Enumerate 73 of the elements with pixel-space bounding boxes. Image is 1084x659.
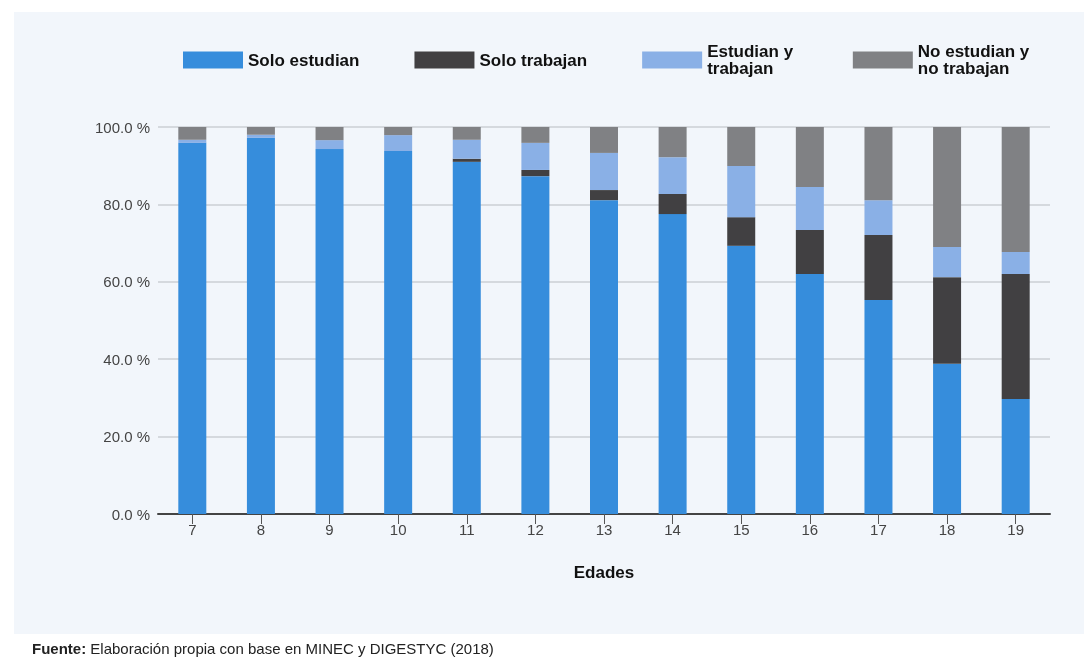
x-tick-label: 19 (1007, 521, 1025, 538)
y-tick-label: 60.0 % (103, 273, 150, 291)
x-tick-label: 11 (458, 521, 475, 538)
bar (933, 127, 962, 247)
x-tick-label: 13 (595, 521, 613, 538)
bar (452, 127, 481, 140)
bar (315, 149, 344, 514)
legend-label: Estudian y trabajan (707, 42, 798, 78)
x-tick-label: 9 (325, 521, 334, 538)
bar (384, 135, 413, 151)
bar (658, 127, 687, 158)
bar (246, 137, 275, 514)
bar (590, 200, 618, 514)
bar (864, 234, 893, 300)
bar (452, 158, 481, 162)
bar (521, 142, 550, 170)
bar (521, 169, 550, 177)
bar (864, 299, 893, 514)
y-tick-label: 100.0 % (94, 118, 150, 136)
x-tick-label: 12 (527, 521, 544, 538)
x-tick-label: 8 (256, 521, 266, 538)
legend-label: No estudian y no trabajan (917, 42, 1035, 78)
y-tick-label: 40.0 % (103, 350, 150, 368)
bar (178, 142, 207, 514)
bar (658, 214, 687, 514)
bar (384, 127, 413, 136)
bar (590, 127, 618, 153)
bar (795, 127, 824, 187)
bar (658, 157, 687, 194)
source-note: Fuente: Elaboración propia con base en MINEC y DIGESTYC (2018) (32, 640, 494, 657)
bar (521, 127, 550, 143)
bar (933, 363, 962, 514)
bar (933, 277, 962, 364)
bar (727, 245, 756, 514)
x-tick-label: 7 (188, 521, 197, 538)
x-tick-label: 14 (664, 521, 681, 538)
bar (933, 246, 962, 278)
bar (178, 127, 207, 140)
bar (864, 200, 893, 235)
y-tick-label: 20.0 % (103, 428, 150, 446)
bar (590, 190, 618, 201)
bar (795, 186, 824, 230)
bar (727, 166, 756, 218)
x-tick-label: 15 (732, 521, 750, 538)
bar (1001, 127, 1030, 252)
bar (315, 140, 344, 150)
bar (1001, 399, 1030, 514)
legend-label: Solo trabajan (479, 50, 588, 70)
bar (384, 150, 413, 514)
bar (246, 134, 275, 138)
x-axis-title: Edades (573, 563, 635, 582)
bar (795, 229, 824, 275)
bar (727, 127, 756, 167)
bar (658, 193, 687, 215)
bar (452, 161, 481, 514)
bar (727, 217, 756, 246)
bar (590, 152, 618, 191)
y-tick-label: 80.0 % (103, 195, 150, 213)
bar (864, 127, 893, 201)
x-tick-label: 10 (389, 521, 407, 538)
bar (1001, 274, 1030, 400)
bar (1001, 252, 1030, 275)
bar (795, 274, 824, 514)
bar (452, 139, 481, 159)
y-tick-label: 0.0 % (111, 505, 150, 523)
bar (246, 127, 275, 135)
x-tick-label: 16 (801, 521, 819, 538)
x-tick-label: 18 (938, 521, 956, 538)
x-tick-label: 17 (870, 521, 887, 538)
bar (315, 127, 344, 141)
bar (521, 176, 550, 514)
legend-label: Solo estudian (248, 50, 360, 70)
bar (178, 139, 207, 143)
